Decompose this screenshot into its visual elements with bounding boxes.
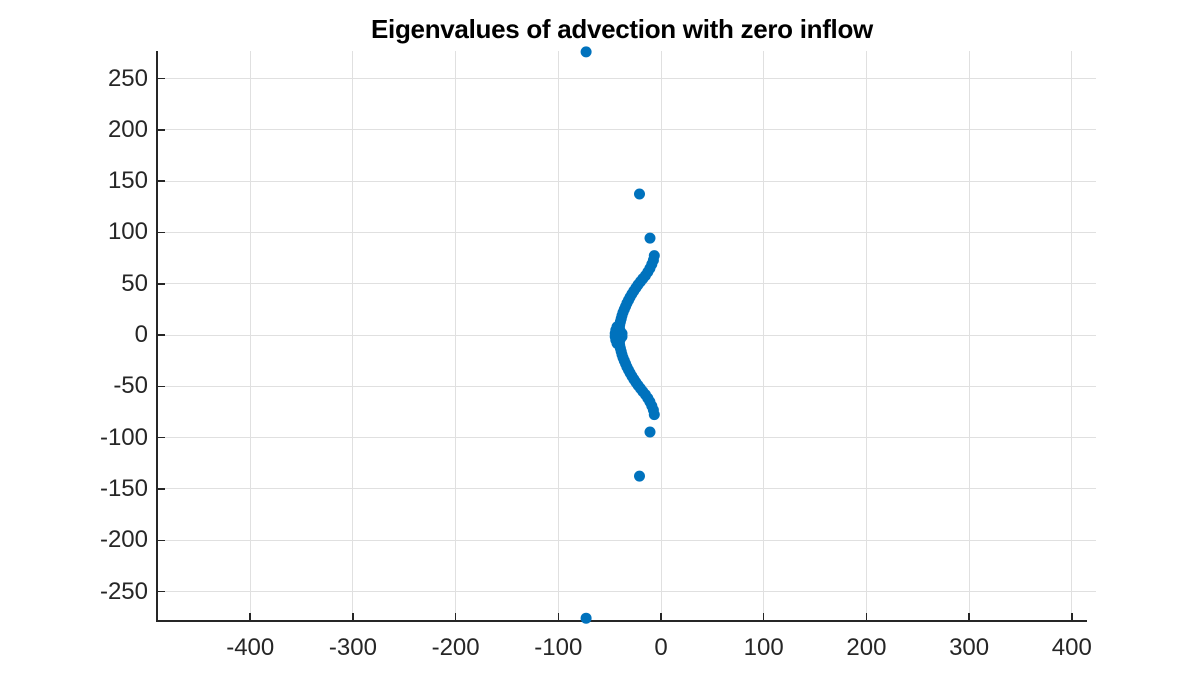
- data-point: [611, 337, 623, 349]
- x-tick-mark: [1071, 613, 1073, 621]
- y-tick-label: 100: [107, 218, 148, 246]
- x-gridline: [557, 51, 559, 621]
- x-tick-label: -200: [431, 634, 480, 661]
- x-gridline: [352, 51, 354, 621]
- data-point: [644, 232, 656, 244]
- y-axis-line: [156, 51, 158, 621]
- x-tick-label: 300: [949, 634, 990, 661]
- x-tick-label: 200: [846, 634, 887, 661]
- x-gridline: [455, 51, 457, 621]
- x-tick-label: -400: [226, 634, 275, 661]
- y-tick-label: 250: [107, 64, 148, 92]
- x-tick-label: 0: [654, 634, 668, 661]
- y-tick-mark: [157, 77, 165, 80]
- x-tick-mark: [454, 613, 457, 621]
- x-tick-mark: [968, 613, 970, 621]
- x-gridline: [865, 51, 867, 621]
- data-point: [580, 46, 592, 58]
- plot-area: -400 -300 -200 -100 0 100 200 300 400 -250 -200 -15…: [100, 46, 1097, 661]
- y-gridline: [157, 129, 1097, 131]
- x-tick-mark: [660, 613, 662, 621]
- y-tick-label: -100: [99, 423, 148, 451]
- y-tick-mark: [157, 436, 165, 439]
- y-tick-mark: [157, 539, 165, 541]
- y-gridline: [157, 488, 1097, 490]
- y-tick-label: -150: [99, 474, 148, 502]
- y-tick-mark: [157, 590, 165, 593]
- x-tick-mark: [865, 613, 868, 621]
- y-tick-mark: [157, 385, 165, 388]
- data-point: [644, 426, 656, 438]
- x-tick-label: 100: [743, 634, 784, 661]
- y-tick-mark: [157, 334, 165, 336]
- y-tick-mark: [157, 283, 165, 285]
- chart-title: Eigenvalues of advection with zero inflo…: [370, 14, 873, 44]
- y-tick-label: -50: [113, 372, 148, 400]
- y-gridline: [157, 591, 1097, 593]
- data-point: [580, 612, 592, 624]
- x-tick-label: -100: [534, 634, 583, 661]
- y-tick-mark: [157, 180, 165, 182]
- y-tick-mark: [157, 488, 165, 490]
- x-tick-mark: [557, 613, 560, 621]
- x-axis-line: [156, 620, 1087, 622]
- x-gridline: [1071, 51, 1073, 621]
- y-tick-label: 200: [107, 115, 148, 143]
- x-gridline: [763, 51, 765, 621]
- y-gridline: [157, 283, 1097, 285]
- y-tick-mark: [157, 129, 165, 131]
- y-gridline: [157, 78, 1097, 80]
- y-gridline: [157, 437, 1097, 439]
- x-gridline: [968, 51, 970, 621]
- scatter-series: [580, 46, 660, 624]
- y-gridline: [157, 180, 1097, 182]
- y-tick-label: 50: [121, 269, 148, 297]
- data-point: [634, 470, 645, 482]
- x-gridline: [249, 51, 251, 621]
- x-tick-mark: [352, 613, 354, 621]
- x-gridline: [660, 51, 662, 621]
- y-gridline: [157, 231, 1097, 233]
- data-point: [634, 188, 645, 200]
- data-point: [611, 321, 623, 333]
- x-tick-label: -300: [328, 634, 377, 661]
- y-gridline: [157, 385, 1097, 387]
- x-tick-label: 400: [1051, 634, 1092, 661]
- y-gridline: [157, 539, 1097, 541]
- x-tick-mark: [249, 613, 251, 621]
- y-tick-label: 150: [107, 167, 148, 195]
- y-tick-label: 0: [134, 321, 148, 349]
- y-tick-label: -250: [99, 577, 148, 605]
- x-tick-mark: [762, 613, 765, 621]
- y-tick-mark: [157, 231, 165, 234]
- y-tick-label: -200: [99, 526, 148, 554]
